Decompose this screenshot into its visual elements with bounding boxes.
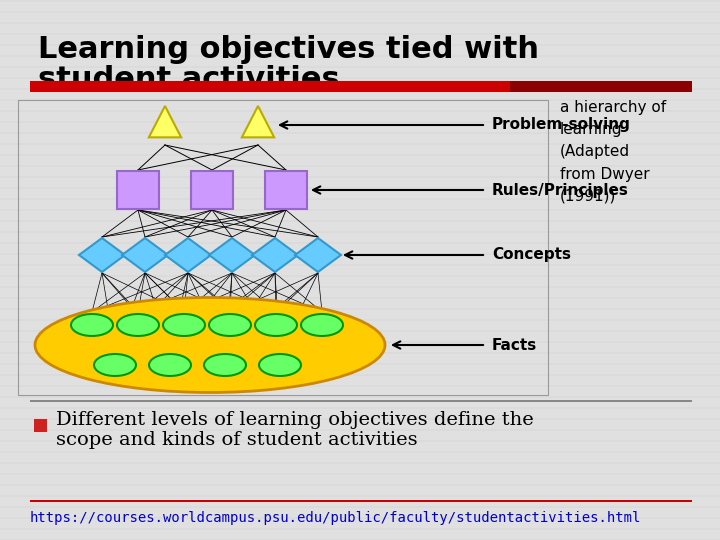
- Polygon shape: [122, 238, 168, 272]
- Ellipse shape: [35, 298, 385, 393]
- Text: Facts: Facts: [492, 338, 537, 353]
- Ellipse shape: [301, 314, 343, 336]
- Bar: [191, 171, 233, 209]
- Text: a hierarchy of
learning
(Adapted
from Dwyer
(1991)): a hierarchy of learning (Adapted from Dw…: [560, 100, 666, 204]
- Bar: [30, 500, 692, 502]
- Polygon shape: [209, 238, 255, 272]
- Bar: [30, 81, 510, 92]
- Bar: [34, 419, 47, 432]
- Ellipse shape: [259, 354, 301, 376]
- Ellipse shape: [117, 314, 159, 336]
- Text: Rules/Principles: Rules/Principles: [492, 183, 629, 198]
- Text: https://courses.worldcampus.psu.edu/public/faculty/studentactivities.html: https://courses.worldcampus.psu.edu/publ…: [30, 511, 642, 525]
- Polygon shape: [242, 106, 274, 137]
- Ellipse shape: [204, 354, 246, 376]
- Polygon shape: [79, 238, 125, 272]
- Ellipse shape: [149, 354, 191, 376]
- Text: Different levels of learning objectives define the: Different levels of learning objectives …: [56, 411, 534, 429]
- Bar: [117, 171, 159, 209]
- Polygon shape: [252, 238, 298, 272]
- Ellipse shape: [71, 314, 113, 336]
- Ellipse shape: [209, 314, 251, 336]
- Text: Problem-solving: Problem-solving: [492, 118, 631, 132]
- Polygon shape: [295, 238, 341, 272]
- Ellipse shape: [255, 314, 297, 336]
- Text: Concepts: Concepts: [492, 247, 571, 262]
- Text: Learning objectives tied with: Learning objectives tied with: [38, 35, 539, 64]
- Bar: [510, 81, 692, 92]
- Bar: [18, 100, 548, 395]
- Ellipse shape: [163, 314, 205, 336]
- Ellipse shape: [94, 354, 136, 376]
- Polygon shape: [165, 238, 211, 272]
- Bar: [30, 400, 692, 402]
- Polygon shape: [149, 106, 181, 137]
- Text: scope and kinds of student activities: scope and kinds of student activities: [56, 431, 418, 449]
- Text: student activities: student activities: [38, 65, 340, 94]
- Bar: [265, 171, 307, 209]
